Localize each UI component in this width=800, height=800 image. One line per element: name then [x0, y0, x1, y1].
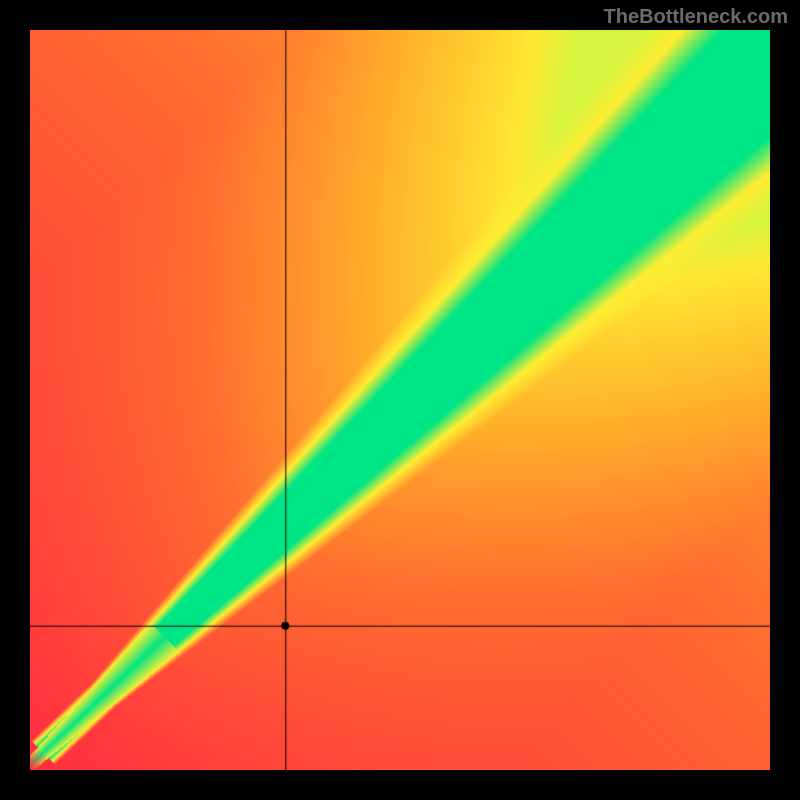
heatmap-canvas — [30, 30, 770, 770]
chart-container: TheBottleneck.com — [0, 0, 800, 800]
watermark-label: TheBottleneck.com — [604, 6, 788, 29]
heatmap-plot — [30, 30, 770, 770]
